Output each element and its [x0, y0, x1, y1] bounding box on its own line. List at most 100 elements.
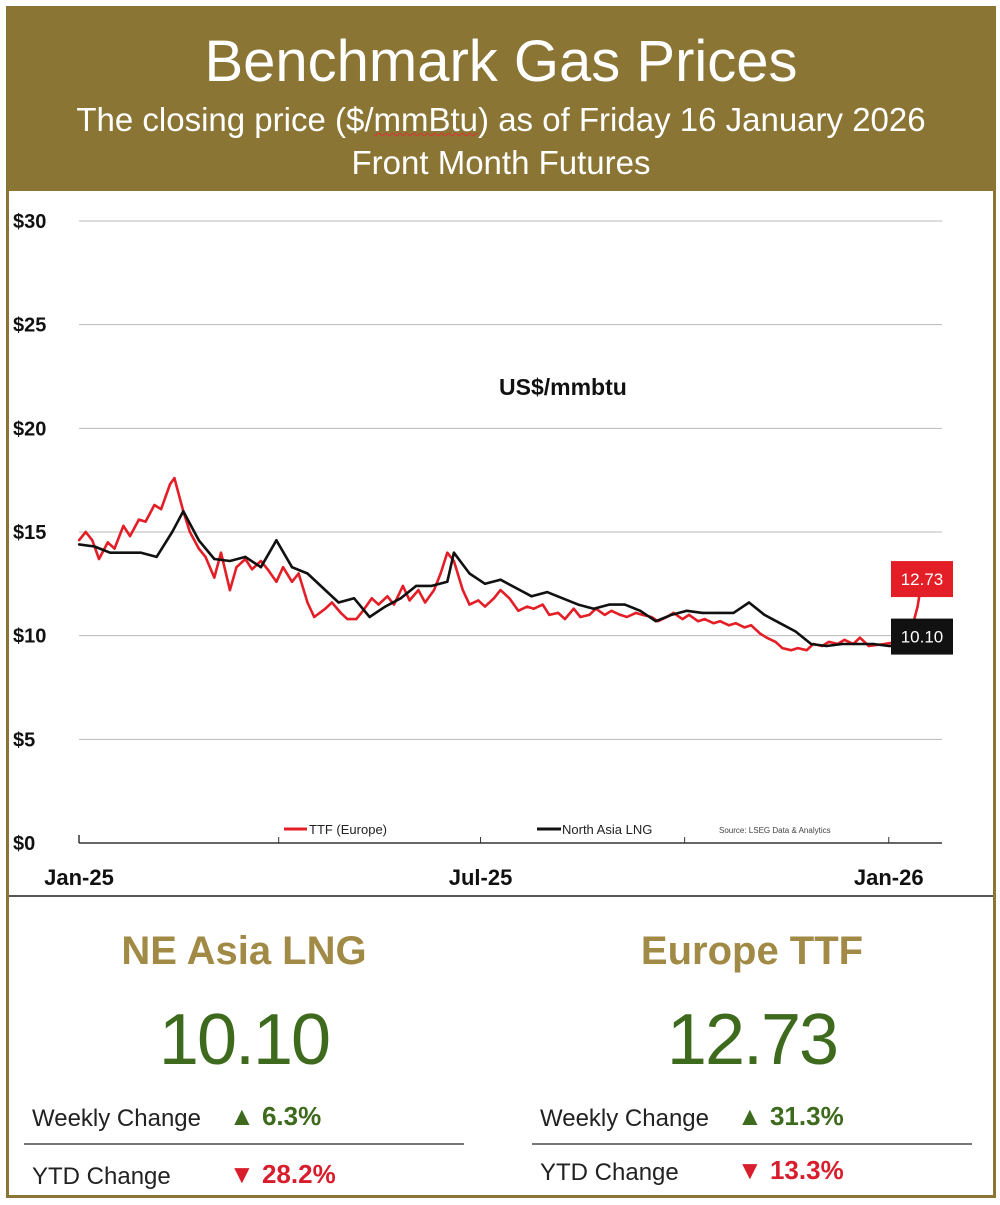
series-line-ttf — [77, 476, 924, 652]
y-tick-label: $30 — [13, 211, 46, 233]
x-tick-label: Jan-26 — [854, 865, 924, 890]
data-point — [228, 559, 232, 563]
ytd-change-value: ▼ 13.3% — [737, 1155, 844, 1186]
data-point — [128, 534, 132, 538]
data-point — [641, 613, 644, 617]
data-point — [213, 557, 216, 561]
data-point — [159, 507, 163, 511]
data-point — [610, 609, 613, 612]
data-point — [461, 588, 465, 592]
data-point — [290, 566, 294, 569]
data-point — [541, 603, 544, 606]
data-point — [805, 648, 808, 652]
price-chart: $30 $25 $20 $15 $10 $5 $0 Jan-25 Jul-25 Jan-26 US$… — [13, 211, 953, 890]
data-point — [588, 613, 591, 617]
data-point — [446, 580, 449, 583]
data-point — [499, 578, 502, 581]
data-point — [670, 613, 673, 617]
data-point — [188, 530, 192, 534]
data-point — [477, 599, 480, 602]
data-point — [718, 619, 722, 623]
data-point — [346, 617, 349, 621]
up-arrow-icon: ▲ — [737, 1101, 763, 1131]
data-point — [758, 632, 762, 635]
data-point — [452, 551, 456, 554]
data-point — [825, 644, 828, 648]
data-point — [401, 584, 405, 588]
data-point — [383, 605, 387, 608]
data-point — [517, 609, 520, 612]
data-point — [321, 586, 325, 590]
panel-price: 12.73 — [666, 1000, 839, 1080]
data-point — [716, 611, 720, 615]
data-point — [732, 611, 735, 615]
data-point — [297, 572, 300, 575]
data-point — [423, 601, 427, 604]
data-point — [259, 559, 263, 563]
data-point — [392, 603, 396, 606]
x-tick-label: Jul-25 — [449, 865, 513, 890]
panel-title: Europe TTF — [640, 929, 864, 973]
data-point — [113, 547, 116, 550]
data-point — [778, 622, 782, 625]
weekly-change-pct: 6.3% — [261, 1101, 322, 1131]
data-point — [266, 568, 269, 571]
data-point — [439, 572, 442, 575]
y-tick-label: $5 — [13, 729, 35, 751]
page-title: Benchmark Gas Prices — [204, 29, 798, 94]
subtitle-pre: The closing price ($/ — [76, 101, 374, 138]
down-arrow-icon: ▼ — [737, 1155, 763, 1185]
data-point — [843, 638, 846, 642]
data-point — [324, 607, 327, 610]
panel-title: NE Asia LNG — [121, 929, 367, 973]
data-point — [93, 545, 96, 548]
data-point — [681, 617, 684, 621]
y-tick-label: $10 — [13, 626, 46, 648]
data-point — [858, 636, 862, 639]
data-point — [747, 601, 751, 604]
data-point — [219, 551, 223, 554]
data-point — [592, 607, 595, 610]
x-tick-label: Jan-25 — [44, 865, 114, 890]
data-point — [579, 615, 582, 619]
data-point — [430, 584, 433, 588]
data-point — [259, 566, 263, 569]
data-point — [556, 611, 560, 615]
data-point — [696, 619, 700, 623]
data-point — [432, 588, 436, 592]
data-point — [856, 642, 859, 646]
series-line-lng — [78, 509, 923, 648]
ytd-change-pct: 28.2% — [261, 1159, 336, 1189]
data-point — [712, 622, 715, 625]
data-point — [168, 483, 172, 486]
data-point — [701, 611, 704, 615]
data-point — [306, 601, 309, 604]
ytd-change-label: YTD Change — [540, 1159, 679, 1186]
chart-source: Source: LSEG Data & Analytics — [719, 826, 831, 835]
legend-label-lng: North Asia LNG — [562, 822, 652, 837]
data-point — [108, 551, 112, 554]
data-point — [122, 524, 125, 527]
up-arrow-icon: ▲ — [229, 1101, 255, 1131]
data-point — [545, 590, 549, 594]
data-point — [182, 510, 185, 513]
weekly-change-row: Weekly Change ▲ 6.3% — [24, 1099, 464, 1139]
data-point — [532, 607, 535, 610]
end-label-ttf: 12.73 — [901, 570, 944, 589]
data-point — [608, 603, 611, 606]
ytd-change-value: ▼ 28.2% — [229, 1159, 336, 1190]
data-point — [794, 630, 797, 633]
data-point — [355, 617, 358, 621]
weekly-change-value: ▲ 31.3% — [737, 1101, 844, 1132]
data-point — [468, 572, 471, 575]
y-tick-label: $25 — [13, 315, 46, 337]
data-point — [124, 551, 127, 554]
data-point — [525, 605, 529, 608]
gas-prices-card: Benchmark Gas Prices The closing price (… — [6, 6, 996, 1198]
data-point — [153, 503, 156, 507]
data-point — [916, 605, 919, 608]
data-point — [514, 586, 518, 590]
y-tick-label: $15 — [13, 522, 46, 544]
data-point — [654, 619, 658, 623]
data-point — [213, 576, 216, 579]
